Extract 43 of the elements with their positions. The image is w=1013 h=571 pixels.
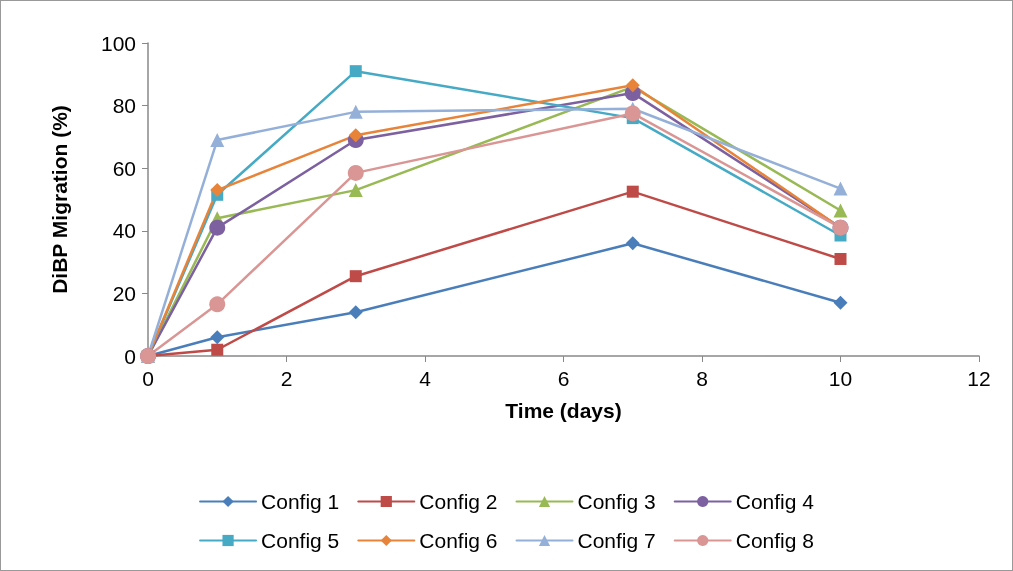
legend-label: Config 4 [735, 490, 815, 513]
x-axis-title: Time (days) [505, 399, 622, 422]
point [834, 252, 847, 265]
y-tick-label: 20 [112, 281, 136, 305]
point [209, 296, 226, 313]
point [625, 236, 640, 251]
legend-label: Config 5 [261, 529, 340, 552]
point [833, 295, 848, 310]
x-tick-label: 2 [280, 367, 293, 390]
y-tick-label: 100 [100, 31, 136, 55]
point [211, 343, 224, 356]
x-tick-label: 0 [142, 367, 154, 390]
point [210, 133, 225, 148]
y-tick-label: 60 [112, 156, 136, 180]
point [349, 270, 362, 283]
legend-label: Config 8 [735, 529, 814, 552]
x-tick-label: 6 [557, 367, 570, 390]
point [833, 203, 848, 218]
x-tick-label: 10 [828, 367, 853, 390]
point [348, 183, 363, 198]
legend-label: Config 2 [419, 490, 498, 513]
x-tick-label: 12 [967, 367, 991, 390]
point [210, 330, 225, 345]
x-tick-label: 4 [419, 367, 432, 390]
point [209, 219, 226, 236]
y-tick-label: 40 [112, 219, 136, 243]
y-tick-label: 80 [112, 94, 136, 118]
point [624, 105, 641, 122]
x-tick-label: 8 [696, 367, 708, 390]
point [348, 128, 363, 143]
y-tick-label: 0 [124, 344, 136, 368]
point [348, 305, 363, 320]
point [210, 183, 225, 198]
legend-label: Config 3 [577, 490, 656, 513]
point [347, 164, 364, 181]
point [833, 181, 848, 196]
legend-label: Config 1 [261, 490, 340, 513]
legend-label: Config 7 [577, 529, 656, 552]
point [626, 185, 639, 198]
y-axis-title: DiBP Migration (%) [48, 105, 71, 294]
point [349, 65, 362, 78]
legend-label: Config 6 [419, 529, 498, 552]
point [348, 104, 363, 119]
